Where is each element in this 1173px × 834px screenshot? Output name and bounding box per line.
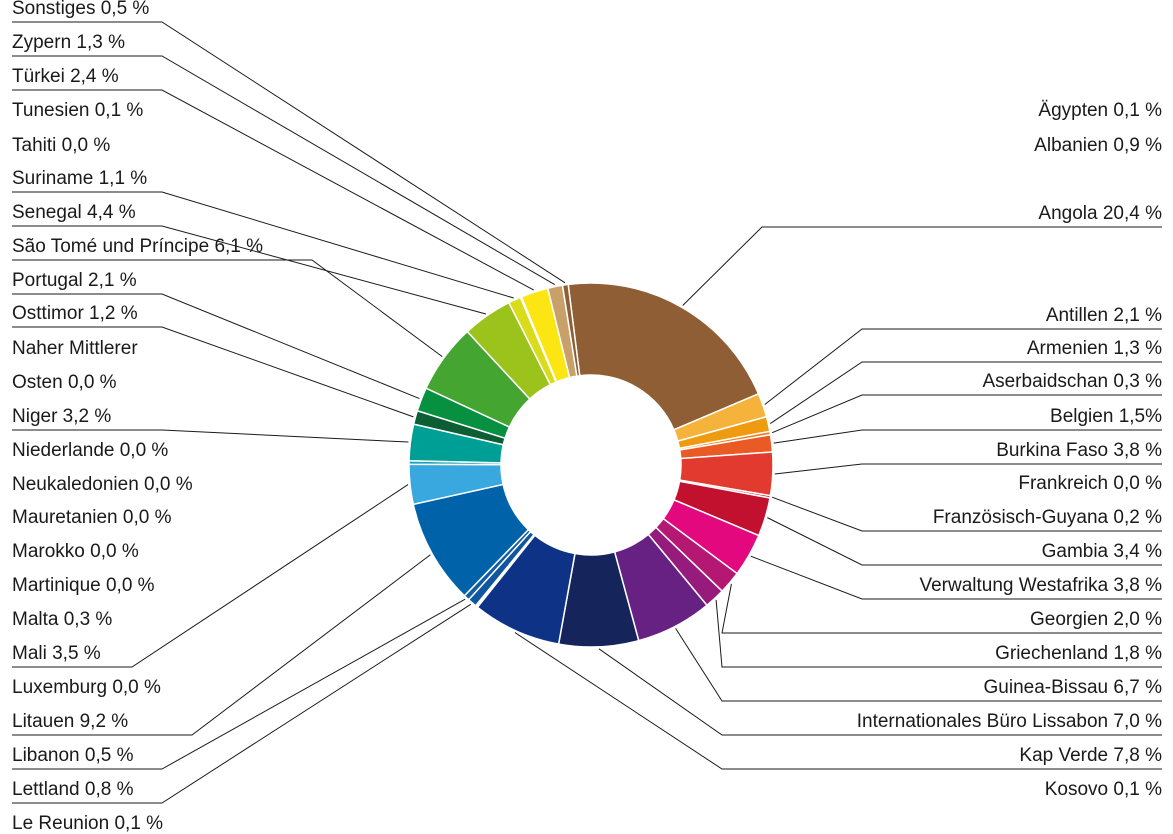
leader-line-18 (12, 598, 466, 770)
slice-label-0: Angola 20,4 % (1038, 203, 1162, 224)
slice-label-24: Marokko 0,0 % (12, 541, 139, 562)
leader-line-4 (773, 429, 1162, 444)
slice-label-26: Neukaledonien 0,0 % (12, 474, 193, 495)
leader-line-0 (682, 226, 1162, 306)
leader-lines (12, 21, 1162, 804)
leader-line-21 (12, 484, 409, 668)
slice-label-31: Portugal 2,1 % (12, 270, 137, 291)
leader-line-7 (771, 496, 1162, 532)
slice-label-33: Senegal 4,4 % (12, 202, 136, 223)
slice-label-1: Antillen 2,1 % (1046, 305, 1162, 326)
slice-label-17: Lettland 0,8 % (12, 779, 134, 800)
slice-label-29: Naher Mittlerer Osten 0,0 % (12, 338, 138, 393)
slice-label-4: Belgien 1,5% (1050, 406, 1162, 427)
slice-label-25: Mauretanien 0,0 % (12, 507, 172, 528)
leader-line-2 (769, 361, 1162, 424)
leader-line-31 (12, 293, 420, 400)
slice-label-12: Guinea-Bissau 6,7 % (984, 677, 1163, 698)
leader-line-3 (771, 394, 1162, 434)
slice-label-3: Aserbaidschan 0,3 % (982, 371, 1162, 392)
slice-label-23: Martinique 0,0 % (12, 575, 155, 596)
slice-label-35: Tahiti 0,0 % (12, 135, 110, 156)
slice-label-30: Osttimor 1,2 % (12, 303, 138, 324)
leader-line-38 (12, 55, 555, 286)
slice-label-41: Albanien 0,9 % (1034, 135, 1162, 156)
leader-line-9 (750, 555, 1162, 600)
slice-label-20: Luxemburg 0,0 % (12, 677, 161, 698)
slices (408, 282, 774, 648)
slice-label-27: Niederlande 0,0 % (12, 440, 168, 461)
slice-label-38: Zypern 1,3 % (12, 32, 125, 53)
slice-label-39: Sonstiges 0,5 % (12, 0, 149, 19)
leader-line-5 (774, 463, 1162, 475)
slice-label-6: Frankreich 0,0 % (1018, 473, 1162, 494)
slice-label-28: Niger 3,2 % (12, 406, 111, 427)
slice-label-14: Kap Verde 7,8 % (1019, 745, 1162, 766)
leader-line-33 (12, 225, 487, 315)
leader-line-8 (767, 517, 1162, 566)
slice-label-34: Suriname 1,1 % (12, 168, 147, 189)
slice-label-18: Libanon 0,5 % (12, 745, 134, 766)
slice-label-16: Le Reunion 0,1 % (12, 813, 163, 834)
slice-label-8: Gambia 3,4 % (1042, 541, 1162, 562)
leader-line-19 (12, 554, 431, 736)
leader-line-10 (721, 583, 1162, 634)
slice-label-9: Verwaltung Westafrika 3,8 % (919, 575, 1162, 596)
slice-label-19: Litauen 9,2 % (12, 711, 128, 732)
slice-label-10: Georgien 2,0 % (1030, 609, 1162, 630)
slice-label-32: São Tomé und Príncipe 6,1 % (12, 236, 263, 257)
leader-line-28 (12, 429, 409, 443)
labels: Sonstiges 0,5 % Zypern 1,3 % Türkei 2,4 % T… (12, 0, 1162, 834)
slice-label-5: Burkina Faso 3,8 % (996, 440, 1162, 461)
slice-label-15: Kosovo 0,1 % (1045, 779, 1162, 800)
leader-line-11 (715, 599, 1162, 668)
leader-line-34 (12, 191, 514, 299)
leader-line-32 (12, 259, 443, 358)
slice-label-37: Türkei 2,4 % (12, 66, 119, 87)
leader-line-12 (675, 628, 1162, 702)
leader-line-39 (12, 21, 566, 284)
slice-0 (567, 282, 760, 431)
leader-line-17 (12, 603, 472, 804)
leader-line-30 (12, 326, 414, 418)
slice-label-13: Internationales Büro Lissabon 7,0 % (857, 711, 1162, 732)
leader-line-13 (598, 648, 1162, 736)
slice-39 (561, 283, 581, 377)
slice-label-22: Malta 0,3 % (12, 609, 112, 630)
slice-label-7: Französisch-Guyana 0,2 % (933, 507, 1162, 528)
leader-line-1 (764, 328, 1162, 405)
leader-line-37 (12, 89, 535, 291)
slice-label-40: Ägypten 0,1 % (1038, 100, 1162, 121)
slice-label-36: Tunesien 0,1 % (12, 100, 143, 121)
slice-label-11: Griechenland 1,8 % (995, 643, 1162, 664)
slice-label-21: Mali 3,5 % (12, 643, 101, 664)
slice-label-2: Armenien 1,3 % (1027, 338, 1162, 359)
leader-line-14 (514, 632, 1162, 770)
